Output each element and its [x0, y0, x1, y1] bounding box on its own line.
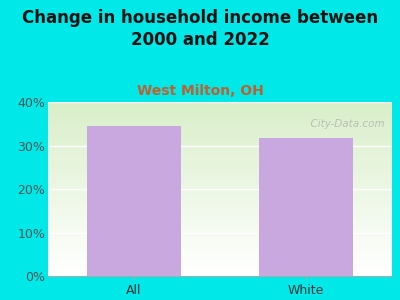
Bar — [48, 130, 392, 133]
Bar — [48, 208, 392, 211]
Bar — [48, 235, 392, 237]
Bar — [48, 178, 392, 180]
Bar — [48, 211, 392, 213]
Bar — [48, 248, 392, 250]
Bar — [48, 237, 392, 239]
Bar — [48, 163, 392, 165]
Bar — [48, 150, 392, 152]
Bar — [48, 102, 392, 104]
Bar — [48, 143, 392, 146]
Bar — [48, 141, 392, 143]
Bar — [48, 158, 392, 161]
Bar — [48, 106, 392, 109]
Bar — [48, 274, 392, 276]
Bar — [48, 206, 392, 208]
Bar — [48, 250, 392, 252]
Bar — [87, 126, 181, 276]
Bar — [48, 176, 392, 178]
Bar — [48, 239, 392, 241]
Bar — [48, 226, 392, 228]
Bar — [48, 189, 392, 191]
Bar — [48, 241, 392, 243]
Bar — [48, 196, 392, 198]
Bar — [48, 194, 392, 196]
Bar — [48, 232, 392, 235]
Bar — [48, 148, 392, 150]
Bar — [48, 122, 392, 124]
Bar — [48, 156, 392, 158]
Bar — [48, 230, 392, 232]
Bar — [48, 169, 392, 172]
Bar — [48, 259, 392, 261]
Bar — [48, 263, 392, 265]
Bar — [48, 215, 392, 217]
Bar — [259, 138, 353, 276]
Bar — [48, 174, 392, 176]
Bar — [48, 180, 392, 182]
Bar — [48, 213, 392, 215]
Bar — [48, 200, 392, 202]
Bar — [48, 187, 392, 189]
Bar — [48, 184, 392, 187]
Bar — [48, 252, 392, 254]
Bar — [48, 172, 392, 174]
Bar — [48, 113, 392, 115]
Bar — [48, 202, 392, 204]
Bar — [48, 261, 392, 263]
Bar — [48, 272, 392, 274]
Bar — [48, 265, 392, 267]
Bar — [48, 132, 392, 135]
Bar — [48, 254, 392, 256]
Bar — [48, 135, 392, 137]
Bar — [48, 167, 392, 169]
Bar — [48, 220, 392, 222]
Text: West Milton, OH: West Milton, OH — [137, 84, 263, 98]
Bar — [48, 182, 392, 184]
Bar — [48, 137, 392, 139]
Bar — [48, 222, 392, 224]
Bar — [48, 139, 392, 141]
Bar — [48, 256, 392, 259]
Bar — [48, 269, 392, 272]
Bar — [48, 117, 392, 119]
Bar — [48, 217, 392, 220]
Bar — [48, 109, 392, 111]
Bar — [48, 228, 392, 230]
Bar — [48, 152, 392, 154]
Bar — [48, 146, 392, 148]
Bar — [48, 165, 392, 167]
Bar — [48, 115, 392, 117]
Bar — [48, 245, 392, 248]
Bar — [48, 119, 392, 122]
Text: City-Data.com: City-Data.com — [304, 119, 385, 129]
Bar — [48, 104, 392, 106]
Text: Change in household income between
2000 and 2022: Change in household income between 2000 … — [22, 9, 378, 49]
Bar — [48, 126, 392, 128]
Bar — [48, 243, 392, 245]
Bar — [48, 128, 392, 130]
Bar — [48, 111, 392, 113]
Bar — [48, 204, 392, 206]
Bar — [48, 224, 392, 226]
Bar — [48, 198, 392, 200]
Bar — [48, 267, 392, 269]
Bar — [48, 124, 392, 126]
Bar — [48, 161, 392, 163]
Bar — [48, 154, 392, 156]
Bar — [48, 191, 392, 194]
